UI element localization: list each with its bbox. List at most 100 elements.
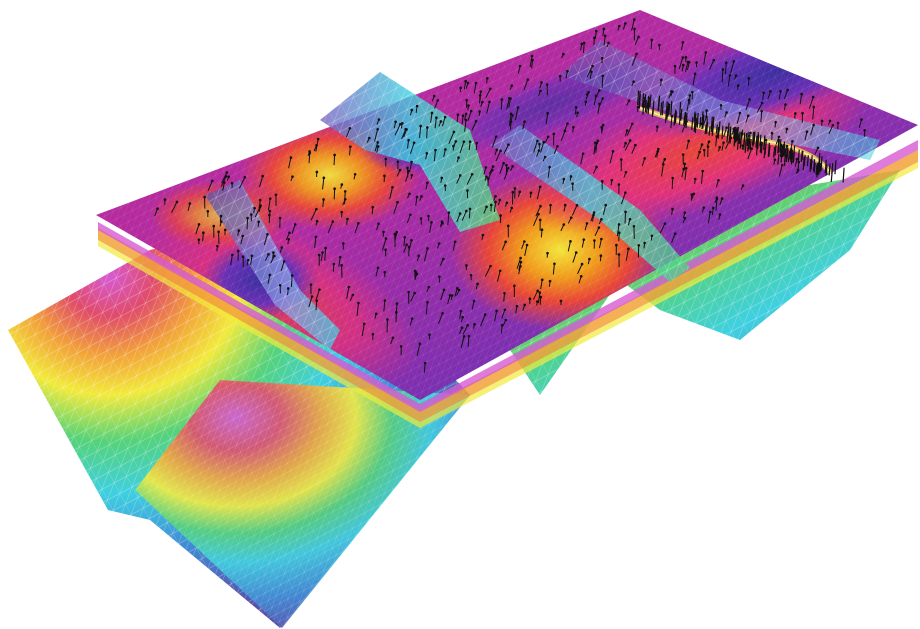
slip-arrow-head xyxy=(587,91,590,94)
slip-arrow-head xyxy=(426,247,429,250)
slip-arrow-head xyxy=(581,263,584,266)
slip-arrow-head xyxy=(463,140,466,143)
slip-arrow-head xyxy=(410,239,413,242)
slip-arrow-head xyxy=(244,176,247,179)
slip-arrow-head xyxy=(595,166,598,169)
slip-arrow-head xyxy=(318,254,321,257)
slip-arrow-head xyxy=(316,220,319,223)
slip-arrow-head xyxy=(451,294,454,297)
slip-arrow-head xyxy=(570,216,573,219)
slip-arrow-head xyxy=(392,337,395,340)
slip-arrow-head xyxy=(308,152,311,155)
slip-arrow-head xyxy=(459,174,462,177)
slip-arrow-head xyxy=(656,125,659,128)
slip-arrow-head xyxy=(198,223,201,226)
slip-arrow-head xyxy=(266,233,269,236)
slip-arrow-head xyxy=(499,214,502,217)
slip-arrow-head xyxy=(287,287,290,290)
slip-arrow-head xyxy=(494,195,497,198)
slip-arrow-head xyxy=(694,73,697,76)
slip-arrow-head xyxy=(428,333,431,336)
slip-arrow-head xyxy=(207,210,210,213)
slip-arrow-head xyxy=(482,234,485,237)
slip-arrow-head xyxy=(747,114,750,117)
slip-arrow-head xyxy=(762,91,765,94)
slip-arrow-head xyxy=(341,183,344,186)
slip-arrow-head xyxy=(198,238,201,241)
slip-arrow-head xyxy=(598,226,601,229)
slip-arrow-head xyxy=(452,145,455,148)
slip-arrow-head xyxy=(241,235,244,238)
slip-arrow-head xyxy=(413,292,416,295)
slip-arrow-head xyxy=(419,125,422,128)
slip-arrow-head xyxy=(238,229,241,232)
slip-arrow-head xyxy=(473,323,476,326)
slip-arrow-head xyxy=(257,220,260,223)
slip-arrow-head xyxy=(495,310,498,313)
slip-arrow-head xyxy=(395,231,398,234)
slip-arrow-head xyxy=(267,253,270,256)
slip-arrow-head xyxy=(471,173,474,176)
slip-arrow-head xyxy=(288,231,291,234)
slip-arrow-head xyxy=(526,78,529,81)
slip-arrow-head xyxy=(217,230,220,233)
slip-arrow-head xyxy=(317,138,320,141)
slip-arrow-head xyxy=(237,250,240,253)
slip-arrow-head xyxy=(156,207,159,210)
slip-arrow-head xyxy=(539,90,542,93)
slip-arrow xyxy=(602,76,603,88)
slip-arrow-head xyxy=(519,257,522,260)
slip-arrow-head xyxy=(593,211,596,214)
slip-arrow-head xyxy=(253,207,256,210)
slip-arrow-head xyxy=(566,122,569,125)
slip-arrow-head xyxy=(507,225,510,228)
slip-arrow-head xyxy=(464,80,467,83)
slip-arrow-head xyxy=(517,106,520,109)
slip-arrow xyxy=(722,69,723,82)
slip-arrow-head xyxy=(725,61,728,64)
slip-arrow-head xyxy=(501,98,504,101)
slip-arrow-head xyxy=(351,294,354,297)
slip-arrow-head xyxy=(717,179,720,182)
slip-arrow-head xyxy=(457,113,460,116)
slip-arrow-head xyxy=(539,205,542,208)
slip-arrow-head xyxy=(394,233,397,236)
slip-arrow-head xyxy=(618,183,621,186)
slip-arrow-head xyxy=(247,259,250,262)
slip-arrow-head xyxy=(530,191,533,194)
slip-arrow-head xyxy=(687,140,690,143)
slip-arrow-head xyxy=(829,120,832,123)
slip-arrow-head xyxy=(349,145,352,148)
slip-arrow-head xyxy=(518,191,521,194)
slip-arrow-head xyxy=(495,135,498,138)
slip-arrow-head xyxy=(629,218,632,221)
slip-arrow-head xyxy=(860,118,863,121)
slip-arrow-head xyxy=(779,90,782,93)
slip-arrow-head xyxy=(601,180,604,183)
slip-arrow-head xyxy=(269,197,272,200)
slip-arrow-head xyxy=(438,242,441,245)
slip-arrow-head xyxy=(541,279,544,282)
slip-arrow-head xyxy=(426,182,429,185)
slip-arrow-head xyxy=(466,324,469,327)
slip-arrow-head xyxy=(624,211,627,214)
slip-arrow-head xyxy=(507,143,510,146)
slip-arrow-head xyxy=(585,100,588,103)
slip-arrow-head xyxy=(701,143,704,146)
slip-arrow-head xyxy=(321,251,324,254)
slip-arrow-head xyxy=(426,301,429,304)
slip-arrow-head xyxy=(549,204,552,207)
slip-arrow-head xyxy=(315,208,318,211)
slip-arrow xyxy=(625,212,626,224)
slip-arrow-head xyxy=(211,180,214,183)
slip-arrow-head xyxy=(386,318,389,321)
slip-arrow-head xyxy=(832,124,835,127)
slip-arrow-head xyxy=(399,169,402,172)
slip-arrow-head xyxy=(546,252,549,255)
slip-arrow-head xyxy=(290,156,293,159)
slip-arrow-head xyxy=(618,25,621,28)
slip-arrow-head xyxy=(540,81,543,84)
slip-arrow-head xyxy=(643,242,646,245)
slip-arrow-head xyxy=(316,171,319,174)
slip-arrow-head xyxy=(291,274,294,277)
